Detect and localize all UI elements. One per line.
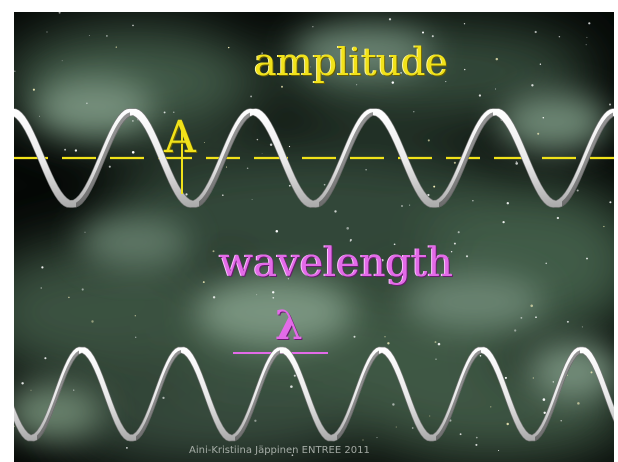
amplitude-symbol: A: [164, 112, 196, 163]
slide: amplitude A wavelength λ Aini-Kristiina …: [14, 12, 614, 462]
nebula-clouds: [14, 22, 614, 462]
wavelength-wave-ribbon: [14, 346, 614, 442]
amplitude-wave-shading: [76, 112, 613, 208]
wavelength-label: wavelength: [219, 240, 454, 286]
credit-footer: Aini-Kristiina Jäppinen ENTREE 2011: [189, 445, 370, 456]
wave-scene: [14, 12, 614, 462]
wavelength-symbol: λ: [275, 302, 304, 349]
amplitude-label: amplitude: [254, 40, 448, 84]
